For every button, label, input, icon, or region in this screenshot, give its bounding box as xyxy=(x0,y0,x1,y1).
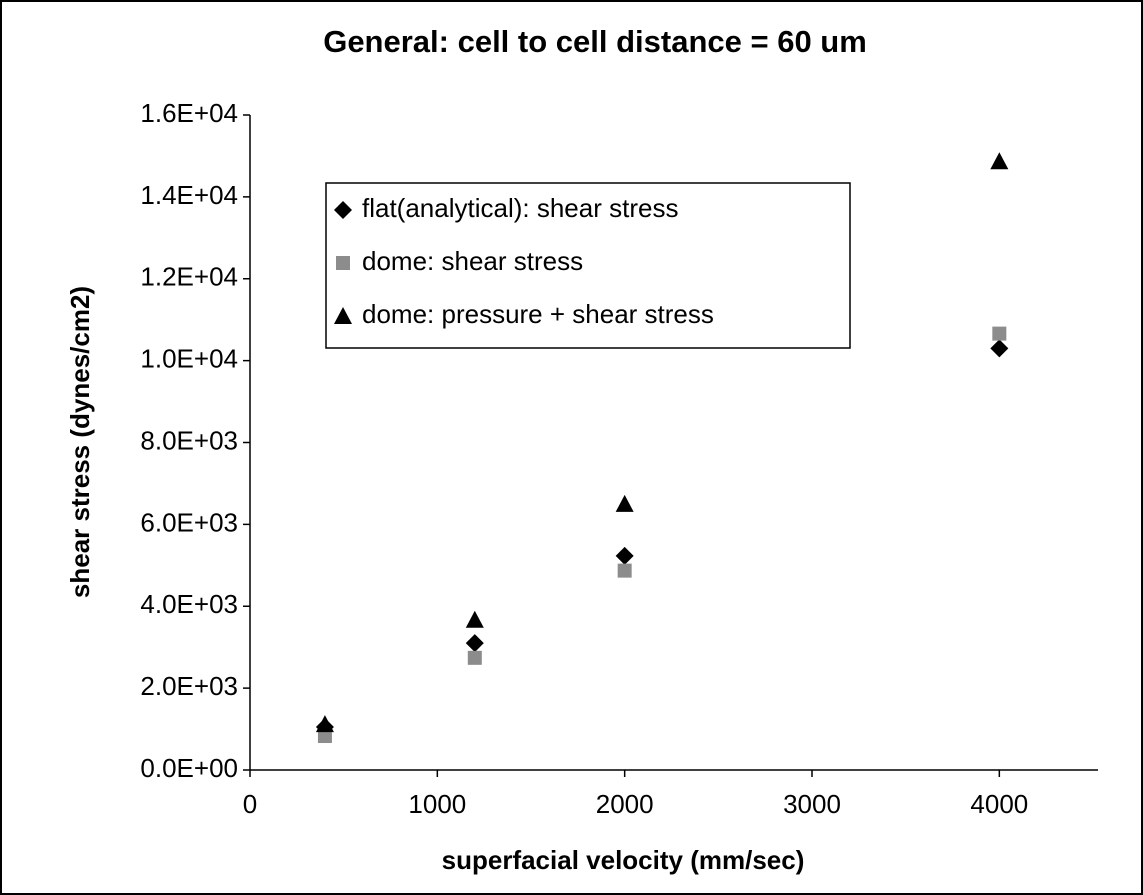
legend-label: flat(analytical): shear stress xyxy=(362,193,678,223)
x-tick-label: 2000 xyxy=(596,789,654,819)
legend-box xyxy=(325,182,851,349)
marker-triangle xyxy=(315,715,334,733)
x-tick-label: 3000 xyxy=(783,789,841,819)
marker-diamond xyxy=(615,546,634,565)
y-tick-label: 1.0E+04 xyxy=(140,344,238,374)
x-tick-label: 0 xyxy=(243,789,257,819)
marker-triangle xyxy=(990,152,1009,170)
marker-diamond xyxy=(334,201,352,219)
y-tick-label: 8.0E+03 xyxy=(140,425,238,455)
chart-title: General: cell to cell distance = 60 um xyxy=(323,24,867,59)
x-tick-label: 4000 xyxy=(970,789,1028,819)
marker-triangle xyxy=(334,307,352,324)
x-tick-label: 1000 xyxy=(408,789,466,819)
marker-triangle xyxy=(465,610,484,628)
y-tick-label: 1.2E+04 xyxy=(140,262,238,292)
y-tick-label: 1.4E+04 xyxy=(140,180,238,210)
marker-square xyxy=(317,729,332,744)
marker-square xyxy=(467,650,482,665)
legend-label: dome: pressure + shear stress xyxy=(362,299,714,329)
marker-diamond xyxy=(990,339,1009,358)
legend-label: dome: shear stress xyxy=(362,246,583,276)
y-tick-label: 4.0E+03 xyxy=(140,589,238,619)
y-axis-title: shear stress (dynes/cm2) xyxy=(65,286,95,598)
marker-diamond xyxy=(465,634,484,653)
y-tick-label: 6.0E+03 xyxy=(140,507,238,537)
marker-square xyxy=(336,256,350,270)
y-tick-label: 2.0E+03 xyxy=(140,671,238,701)
marker-triangle xyxy=(615,494,634,512)
y-tick-label: 1.6E+04 xyxy=(140,98,238,128)
y-tick-label: 0.0E+00 xyxy=(140,753,238,783)
marker-square xyxy=(992,326,1007,341)
x-axis-title: superfacial velocity (mm/sec) xyxy=(442,845,805,875)
marker-square xyxy=(617,563,632,578)
